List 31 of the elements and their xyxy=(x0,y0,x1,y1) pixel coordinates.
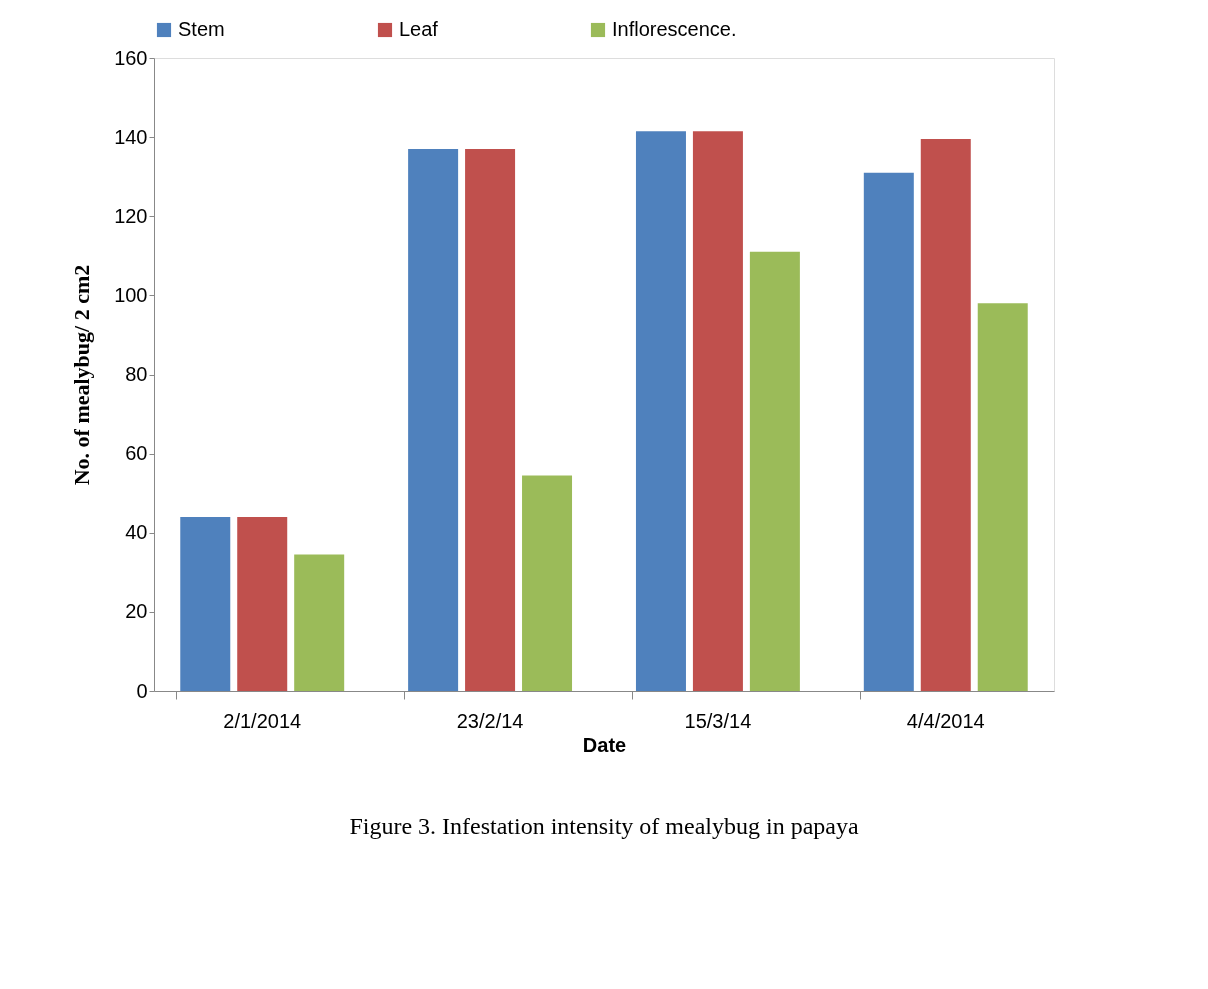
y-tick-label: 20 xyxy=(125,600,148,623)
legend-label: Stem xyxy=(178,18,225,40)
x-tick-label: 2/1/2014 xyxy=(223,709,302,732)
y-tick-label: 80 xyxy=(125,363,148,385)
legend-label: Leaf xyxy=(399,18,439,40)
bar xyxy=(180,516,231,691)
x-tick-label: 15/3/14 xyxy=(684,709,752,732)
bar xyxy=(294,554,345,691)
bar xyxy=(237,516,288,691)
bar xyxy=(749,251,800,691)
y-tick-label: 160 xyxy=(114,46,148,69)
x-tick-label: 23/2/14 xyxy=(456,709,524,732)
bar xyxy=(408,148,459,691)
bar xyxy=(863,172,914,691)
bar xyxy=(522,475,573,691)
text: Figure 3. Infestation intensity of mealybug in papaya xyxy=(349,813,859,839)
y-tick-label: 120 xyxy=(114,204,148,227)
bar xyxy=(920,139,971,691)
x-axis-title: Date xyxy=(582,733,627,756)
bar xyxy=(635,131,686,691)
y-tick-label: 0 xyxy=(136,679,148,702)
y-tick-label: 40 xyxy=(125,521,148,544)
bar xyxy=(692,131,743,691)
y-tick-label: 60 xyxy=(125,442,148,465)
legend-label: Inflorescence. xyxy=(612,18,737,40)
y-axis-title: No. of mealybug/ 2 cm2 xyxy=(69,264,95,486)
y-tick-label: 100 xyxy=(114,283,148,306)
bar xyxy=(977,303,1028,691)
x-tick-label: 4/4/2014 xyxy=(906,709,985,732)
bar xyxy=(465,148,516,691)
y-tick-label: 140 xyxy=(114,125,148,148)
